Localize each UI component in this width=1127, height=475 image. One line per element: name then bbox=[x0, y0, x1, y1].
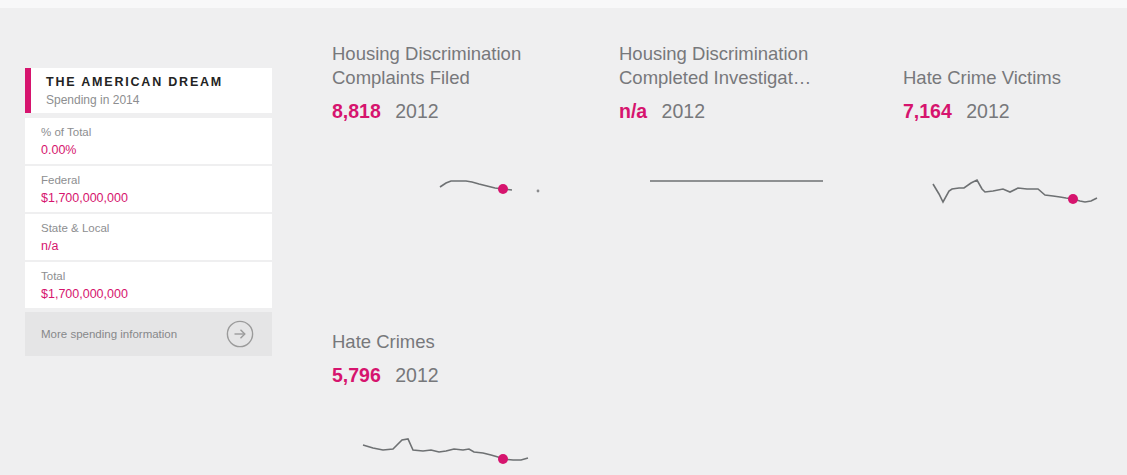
stat-value: n/a bbox=[41, 239, 272, 253]
metric-value: 8,818 bbox=[332, 100, 381, 122]
sparkline-chart bbox=[903, 172, 1127, 212]
program-title: THE AMERICAN DREAM bbox=[46, 75, 272, 89]
spending-sidebar: THE AMERICAN DREAM Spending in 2014 % of… bbox=[25, 68, 272, 356]
stat-value: 0.00% bbox=[41, 143, 272, 157]
stat-label: Federal bbox=[41, 174, 272, 186]
metric-year: 2012 bbox=[395, 364, 438, 386]
more-spending-info-button[interactable]: More spending information bbox=[25, 312, 272, 356]
stat-label: Total bbox=[41, 270, 272, 282]
metric-card-hate-crime-victims[interactable]: Hate Crime Victims 7,164 2012 bbox=[903, 40, 1127, 212]
metric-title[interactable]: Housing Discrimination Completed Investi… bbox=[619, 40, 864, 90]
metric-value-row: 5,796 2012 bbox=[332, 364, 577, 388]
top-strip bbox=[0, 0, 1127, 8]
metric-value: 7,164 bbox=[903, 100, 952, 122]
sparkline-svg bbox=[332, 436, 577, 475]
metric-year: 2012 bbox=[395, 100, 438, 122]
stat-row-state-local: State & Local n/a bbox=[25, 214, 272, 260]
stat-row-federal: Federal $1,700,000,000 bbox=[25, 166, 272, 212]
metric-value-row: 8,818 2012 bbox=[332, 100, 577, 124]
program-subtitle: Spending in 2014 bbox=[46, 93, 272, 107]
sparkline-svg bbox=[619, 172, 864, 212]
metric-value: 5,796 bbox=[332, 364, 381, 386]
metric-year: 2012 bbox=[966, 100, 1009, 122]
metric-year: 2012 bbox=[662, 100, 705, 122]
metric-value: n/a bbox=[619, 100, 647, 122]
metric-value-row: n/a 2012 bbox=[619, 100, 864, 124]
sparkline-chart bbox=[332, 436, 577, 475]
stat-row-percent-of-total: % of Total 0.00% bbox=[25, 118, 272, 164]
metric-card-housing-discrimination-completed-investigations[interactable]: Housing Discrimination Completed Investi… bbox=[619, 40, 864, 212]
metric-card-hate-crimes[interactable]: Hate Crimes 5,796 2012 bbox=[332, 304, 577, 475]
more-spending-info-label: More spending information bbox=[41, 328, 177, 340]
metric-value-row: 7,164 2012 bbox=[903, 100, 1127, 124]
stat-label: % of Total bbox=[41, 126, 272, 138]
metric-title[interactable]: Hate Crimes bbox=[332, 304, 577, 354]
stat-value: $1,700,000,000 bbox=[41, 287, 272, 301]
sparkline-chart bbox=[332, 172, 577, 212]
stat-row-total: Total $1,700,000,000 bbox=[25, 262, 272, 308]
metric-card-housing-discrimination-complaints-filed[interactable]: Housing Discrimination Complaints Filed … bbox=[332, 40, 577, 212]
sidebar-header: THE AMERICAN DREAM Spending in 2014 bbox=[25, 68, 272, 113]
stat-label: State & Local bbox=[41, 222, 272, 234]
sparkline-svg bbox=[332, 172, 577, 212]
arrow-right-circle-icon[interactable] bbox=[226, 320, 254, 348]
stat-value: $1,700,000,000 bbox=[41, 191, 272, 205]
metric-title[interactable]: Housing Discrimination Complaints Filed bbox=[332, 40, 577, 90]
sparkline-chart bbox=[619, 172, 864, 212]
sparkline-svg bbox=[903, 172, 1127, 212]
metric-title[interactable]: Hate Crime Victims bbox=[903, 40, 1127, 90]
